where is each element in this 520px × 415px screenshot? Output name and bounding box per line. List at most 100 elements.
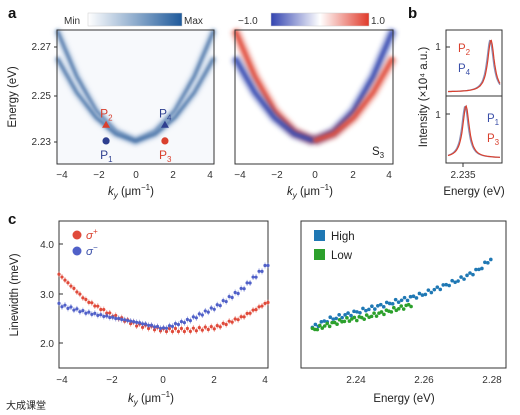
xtick-label-b: 2.235 bbox=[450, 170, 475, 181]
band-2 bbox=[56, 57, 215, 143]
marker-label-P3-sub: 3 bbox=[167, 155, 172, 164]
panel-c-right-data bbox=[310, 257, 493, 332]
point-0-49 bbox=[203, 325, 207, 329]
point-0-54 bbox=[218, 325, 222, 329]
pol-band-2-neg bbox=[233, 56, 315, 143]
point-high-16 bbox=[358, 310, 362, 315]
point-0-30 bbox=[146, 326, 151, 331]
marker-label-P1-sub: 1 bbox=[108, 155, 113, 164]
point-low-33 bbox=[392, 305, 396, 310]
point-1-34 bbox=[158, 326, 163, 330]
marker-label-P2-sub: 2 bbox=[108, 114, 113, 123]
legend-b-p1: P1 bbox=[487, 113, 500, 127]
point-1-11 bbox=[90, 312, 94, 316]
point-high-55 bbox=[474, 267, 478, 272]
point-1-48 bbox=[200, 313, 204, 317]
point-low-24 bbox=[369, 314, 374, 319]
point-high-43 bbox=[438, 287, 443, 292]
point-0-19 bbox=[114, 313, 118, 318]
point-1-62 bbox=[242, 287, 246, 291]
xlabel-c1-k: k bbox=[128, 393, 135, 405]
point-high-33 bbox=[408, 294, 413, 299]
xlabel-a1-exp: −1 bbox=[141, 183, 151, 192]
point-0-39 bbox=[173, 326, 178, 331]
point-0-10 bbox=[87, 300, 91, 304]
legend-sigma-plus: σ+ bbox=[86, 227, 98, 242]
point-high-13 bbox=[349, 313, 353, 318]
point-high-26 bbox=[387, 301, 392, 306]
point-1-35 bbox=[161, 326, 166, 330]
ytick-label-c-2: 2.0 bbox=[40, 339, 54, 350]
point-0-50 bbox=[206, 327, 210, 332]
xlabel-a1-k: k bbox=[108, 186, 115, 198]
point-0-2 bbox=[63, 278, 67, 282]
point-1-24 bbox=[129, 319, 133, 323]
point-1-38 bbox=[170, 324, 175, 328]
point-0-61 bbox=[239, 315, 243, 319]
point-high-56 bbox=[477, 267, 481, 272]
point-1-64 bbox=[248, 281, 252, 285]
xtick-a2-2: 2 bbox=[350, 170, 356, 181]
point-1-36 bbox=[164, 326, 169, 330]
s3-annotation-sub: 3 bbox=[380, 151, 385, 160]
panel-label-c: c bbox=[8, 211, 16, 228]
point-low-3 bbox=[317, 323, 322, 328]
point-0-65 bbox=[251, 308, 255, 312]
watermark: 大成课堂 bbox=[6, 399, 46, 412]
ylabel-a: Energy (eV) bbox=[7, 66, 19, 128]
point-high-48 bbox=[453, 280, 457, 285]
point-1-69 bbox=[263, 263, 267, 268]
curve-P2 bbox=[447, 39, 501, 93]
point-high-23 bbox=[378, 302, 383, 307]
point-0-14 bbox=[99, 307, 103, 312]
point-1-6 bbox=[75, 307, 79, 311]
point-high-7 bbox=[331, 317, 336, 321]
point-1-18 bbox=[111, 315, 115, 319]
point-1-39 bbox=[173, 322, 178, 326]
point-0-67 bbox=[257, 305, 261, 309]
legend-b-p1-label: P bbox=[487, 113, 495, 125]
point-high-15 bbox=[355, 310, 359, 314]
panel-label-a: a bbox=[8, 5, 17, 22]
point-1-41 bbox=[179, 319, 184, 324]
point-1-30 bbox=[146, 323, 151, 327]
panel-label-b: b bbox=[408, 5, 417, 22]
point-0-47 bbox=[197, 326, 201, 330]
point-0-5 bbox=[72, 286, 76, 290]
colorbar-right-min: −1.0 bbox=[238, 16, 258, 27]
point-0-58 bbox=[230, 320, 234, 324]
xlabel-c1-y: y bbox=[133, 398, 139, 407]
point-1-44 bbox=[188, 319, 192, 323]
point-0-43 bbox=[185, 326, 189, 331]
legend-sigma-plus-label: σ bbox=[86, 230, 94, 242]
xlabel-a2-k: k bbox=[287, 186, 294, 198]
point-low-7 bbox=[327, 324, 332, 329]
point-1-25 bbox=[132, 319, 136, 324]
point-1-37 bbox=[167, 324, 172, 328]
panel-c-right: 2.24 2.26 2.28 Energy (eV) High Low bbox=[300, 220, 507, 405]
point-high-38 bbox=[423, 292, 428, 297]
xlabel-a2-close: ) bbox=[329, 186, 333, 198]
xtick-c1-2: 2 bbox=[211, 375, 217, 386]
point-1-2 bbox=[63, 303, 67, 307]
point-0-56 bbox=[224, 322, 228, 327]
legend-low: Low bbox=[331, 250, 353, 262]
point-1-61 bbox=[239, 286, 243, 291]
legend-low-marker bbox=[314, 249, 325, 260]
xlabel-a1-close: ) bbox=[150, 186, 154, 198]
xtick-c2-226: 2.26 bbox=[414, 375, 434, 386]
ytick-label-b-bottom: 1 bbox=[435, 110, 441, 121]
point-low-4 bbox=[320, 326, 325, 330]
point-high-40 bbox=[429, 290, 434, 295]
panel-b-curves bbox=[447, 39, 501, 158]
legend-b-p3-sub: 3 bbox=[495, 138, 500, 147]
point-high-27 bbox=[390, 302, 395, 306]
point-0-15 bbox=[102, 307, 106, 312]
point-low-28 bbox=[379, 310, 384, 314]
legend-b-p4: P4 bbox=[458, 63, 471, 77]
point-high-51 bbox=[462, 277, 466, 281]
marker-label-P4: P4 bbox=[159, 107, 172, 123]
point-1-60 bbox=[236, 291, 240, 296]
xtick-a2--4: −4 bbox=[234, 170, 246, 181]
